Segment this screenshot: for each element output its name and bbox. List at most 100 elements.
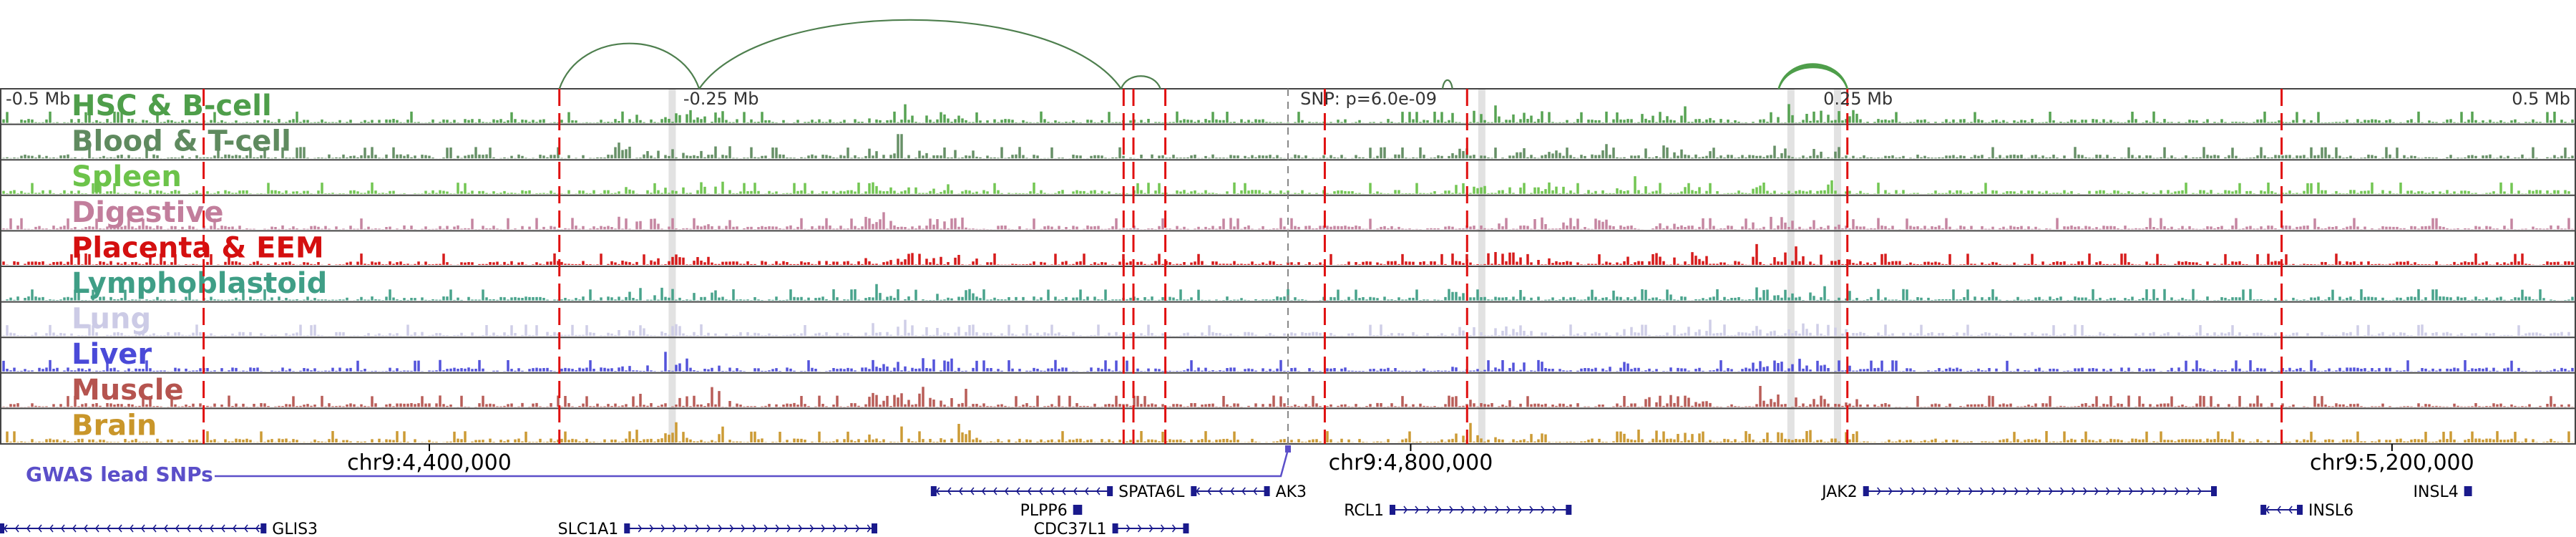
track: Blood & T-cell [0,123,2576,159]
exon [1191,486,1197,496]
track-label: Digestive [72,196,224,229]
strand-arrow [1449,505,1454,514]
exon [1107,486,1113,496]
strand-arrow [660,524,665,533]
strand-arrow [1900,487,1904,495]
signal-peaks [0,212,2574,230]
strand-arrow [855,524,860,533]
strand-arrow [37,524,42,533]
strand-arrow [49,524,54,533]
track-label: Spleen [72,160,182,193]
strand-arrow [2117,487,2122,495]
gene-label: SPATA6L [1118,483,1185,501]
signal-peaks [0,134,2574,159]
track-label: Muscle [72,374,184,407]
signal-peaks [0,104,2574,123]
strand-arrow [970,487,975,495]
gene[interactable]: RCL1 [1344,502,1572,520]
strand-arrow [729,524,734,533]
strand-arrow [1196,487,1200,495]
gwas-track: GWAS lead SNPs [26,445,1291,486]
chromatin-loop [698,19,1122,90]
strand-arrow [197,524,203,533]
strand-arrow [255,524,260,533]
strand-arrow [2277,505,2281,514]
strand-arrow [1438,505,1443,514]
track-label: Placenta & EEM [72,231,324,264]
gene-label: JAK2 [1820,483,1858,501]
strand-arrow [1934,487,1938,495]
strand-arrow [1160,524,1165,533]
gene-label: PLPP6 [1020,502,1068,520]
strand-arrow [2014,487,2019,495]
strand-arrow [1968,487,1973,495]
axis-tick-label: chr9:4,400,000 [347,450,512,475]
strand-arrow [638,524,643,533]
strand-arrow [1061,487,1066,495]
strand-arrow [2072,487,2076,495]
strand-arrow [947,487,952,495]
gene[interactable]: INSL4 [2414,483,2472,501]
track-label: HSC & B-cell [72,90,272,122]
strand-arrow [1518,505,1523,514]
strand-arrow [2106,487,2110,495]
strand-arrow [1472,505,1477,514]
strand-arrow [1038,487,1043,495]
exon [1566,505,1572,515]
gene[interactable]: JAK2 [1820,483,2217,501]
chromatin-loops [558,19,1848,90]
exon [260,523,267,533]
strand-arrow [1957,487,1961,495]
strand-arrow [60,524,65,533]
strand-arrow [2288,505,2293,514]
chromatin-loop [1441,79,1453,90]
gene[interactable]: AK3 [1191,483,1307,501]
strand-arrow [1415,505,1420,514]
gene[interactable]: SPATA6L [930,483,1185,501]
strand-arrow [243,524,248,533]
strand-arrow [72,524,77,533]
exon [930,486,937,496]
strand-arrow [232,524,237,533]
strand-arrow [2186,487,2190,495]
gene[interactable]: INSL6 [2260,502,2353,520]
gene[interactable]: GLIS3 [0,521,318,537]
gene[interactable]: PLPP6 [1020,502,1083,520]
strand-arrow [1148,524,1153,533]
strand-arrow [2094,487,2099,495]
strand-arrow [2060,487,2064,495]
gene-label: INSL4 [2414,483,2459,501]
strand-arrow [741,524,746,533]
exon [1863,486,1869,496]
strand-arrow [1426,505,1431,514]
gwas-connector [215,449,1289,478]
strand-arrow [844,524,849,533]
strand-arrow [821,524,826,533]
strand-arrow [26,524,31,533]
chromatin-loop [1777,65,1848,90]
strand-arrow [94,524,99,533]
gene-label: RCL1 [1344,502,1384,520]
gwas-snp-marker[interactable] [1285,445,1291,453]
strand-arrow [1015,487,1020,495]
strand-arrow [992,487,997,495]
strand-arrow [2175,487,2179,495]
exon [1390,505,1395,515]
gene[interactable]: SLC1A1 [558,521,877,537]
exon [872,523,877,533]
strand-arrow [83,524,88,533]
strand-arrow [2163,487,2167,495]
strand-arrow [1084,487,1089,495]
strand-arrow [117,524,122,533]
gene[interactable]: CDC37L1 [1034,521,1189,537]
coordinate-label: -0.5 Mb [6,89,70,109]
strand-arrow [832,524,837,533]
strand-arrow [2197,487,2202,495]
chromatin-loop [1777,63,1848,90]
track: Muscle [0,372,2576,407]
strand-arrow [1253,487,1257,495]
strand-arrow [2037,487,2041,495]
exon [624,523,630,533]
strand-arrow [649,524,654,533]
